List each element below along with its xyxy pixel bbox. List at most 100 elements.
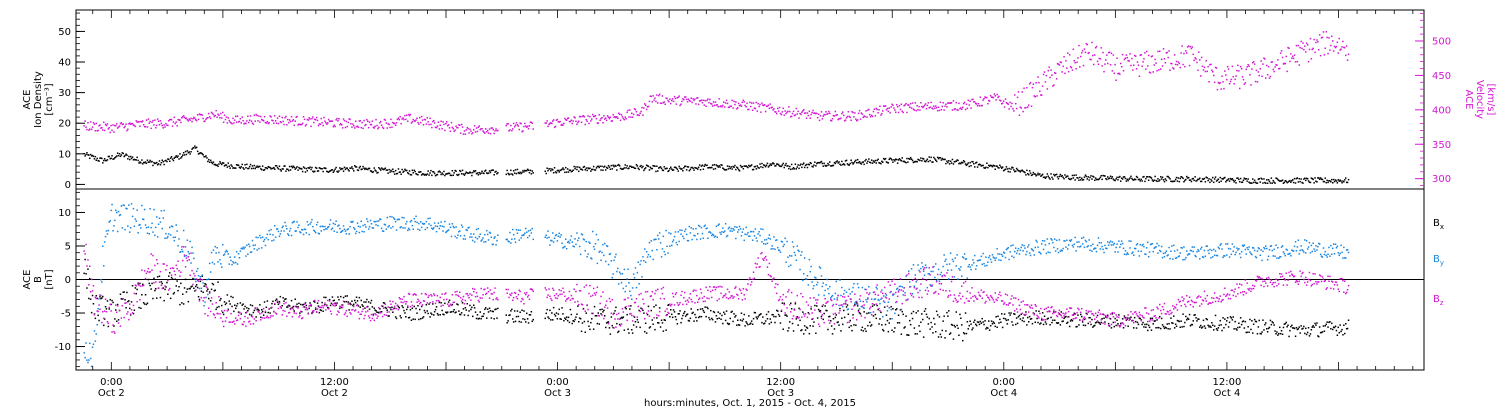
data-point <box>102 295 104 298</box>
data-point <box>1187 176 1190 179</box>
data-point <box>1056 62 1059 65</box>
data-point <box>409 113 412 116</box>
data-point <box>112 301 114 304</box>
data-point <box>152 119 154 122</box>
data-point <box>988 164 990 167</box>
data-point <box>935 331 937 333</box>
data-point <box>806 327 809 329</box>
data-point <box>240 166 242 168</box>
data-point <box>759 163 761 165</box>
data-point <box>215 164 217 167</box>
data-point <box>103 318 106 320</box>
data-point <box>222 313 225 316</box>
data-point <box>329 219 332 221</box>
data-point <box>164 126 166 128</box>
data-point <box>987 102 989 105</box>
data-point <box>475 127 478 129</box>
data-point <box>993 93 996 95</box>
data-point <box>1084 324 1087 327</box>
data-point <box>463 234 466 237</box>
data-point <box>761 102 763 104</box>
data-point <box>151 160 153 163</box>
data-point <box>1320 37 1323 39</box>
data-point <box>341 230 343 233</box>
data-point <box>1295 177 1298 180</box>
data-point <box>591 318 593 320</box>
data-point <box>523 171 525 173</box>
data-point <box>822 282 824 284</box>
data-point <box>1214 176 1217 178</box>
data-point <box>282 297 284 299</box>
data-point <box>633 316 636 318</box>
data-point <box>636 271 639 274</box>
data-point <box>702 309 705 312</box>
data-point <box>977 102 980 105</box>
data-point <box>216 116 218 118</box>
data-point <box>578 170 580 173</box>
data-point <box>876 159 878 162</box>
data-point <box>100 279 102 281</box>
data-point <box>1309 181 1312 184</box>
data-point <box>697 309 699 311</box>
data-point <box>1312 47 1314 50</box>
data-point <box>672 100 675 103</box>
data-point <box>1332 326 1335 328</box>
data-point <box>223 165 226 167</box>
data-point <box>124 125 126 128</box>
data-point <box>854 304 856 306</box>
data-point <box>172 121 175 123</box>
data-point <box>838 118 840 120</box>
data-point <box>610 316 613 318</box>
data-point <box>392 225 394 228</box>
data-point <box>310 221 312 224</box>
data-point <box>218 163 220 165</box>
data-point <box>1175 60 1178 63</box>
data-point <box>570 170 573 173</box>
data-point <box>336 231 338 233</box>
data-point <box>431 174 433 177</box>
data-point <box>618 112 620 114</box>
data-point <box>589 242 591 244</box>
data-point <box>1269 319 1272 322</box>
data-point <box>215 109 217 112</box>
data-point <box>407 120 409 122</box>
data-point <box>1073 60 1075 62</box>
data-point <box>707 167 709 169</box>
data-point <box>783 302 785 305</box>
data-point <box>941 157 943 160</box>
data-point <box>195 284 198 286</box>
data-point <box>1015 317 1018 319</box>
data-point <box>708 101 710 104</box>
data-point <box>467 127 469 130</box>
data-point <box>111 129 113 132</box>
data-point <box>972 327 974 329</box>
data-point <box>965 103 968 105</box>
data-point <box>425 123 428 125</box>
data-point <box>1170 62 1172 65</box>
data-point <box>183 116 186 119</box>
data-point <box>1142 321 1144 324</box>
data-point <box>331 296 334 298</box>
data-point <box>186 119 189 121</box>
data-point <box>220 162 222 165</box>
data-point <box>473 170 475 172</box>
data-point <box>299 312 301 314</box>
data-point <box>845 291 848 293</box>
data-point <box>675 241 678 244</box>
data-point <box>314 301 316 303</box>
data-point <box>517 229 520 231</box>
data-point <box>579 168 582 170</box>
data-point <box>246 244 248 246</box>
data-point <box>313 300 315 303</box>
data-point <box>222 121 225 123</box>
data-point <box>771 245 773 247</box>
data-point <box>297 226 299 229</box>
data-point <box>284 117 286 119</box>
data-point <box>587 253 589 255</box>
data-point <box>480 128 482 130</box>
data-point <box>606 167 609 169</box>
data-point <box>178 158 180 160</box>
data-point <box>547 316 549 318</box>
data-point <box>403 118 405 121</box>
data-point <box>959 313 961 316</box>
